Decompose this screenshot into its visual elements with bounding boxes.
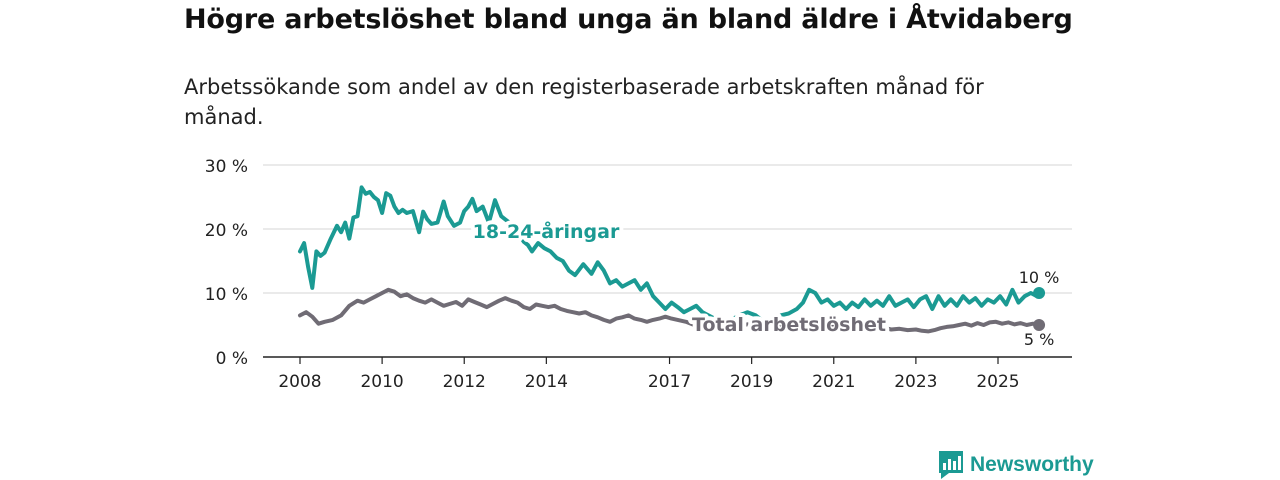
y-axis: 0 % 10 % 20 % 30 % xyxy=(205,157,248,369)
series-label-total-halo: Total arbetslöshet xyxy=(692,314,886,336)
x-tick-label: 2010 xyxy=(360,372,403,392)
series-label-total: Total arbetslöshet xyxy=(692,314,886,336)
chart-subtitle: Arbetssökande som andel av den registerb… xyxy=(184,75,984,129)
x-tick-label: 2021 xyxy=(812,372,855,392)
end-point-youth xyxy=(1033,287,1046,299)
x-tick-label: 2014 xyxy=(525,372,568,392)
newsworthy-logo-text: Newsworthy xyxy=(970,453,1094,476)
series-label-youth: 18-24-åringar xyxy=(473,219,620,243)
x-tick-label: 2008 xyxy=(278,372,321,392)
y-tick-label: 10 % xyxy=(205,285,248,305)
x-axis: 2008 2010 2012 2014 2017 2019 2021 2023 2025 xyxy=(263,356,1072,392)
x-tick-label: 2025 xyxy=(976,372,1019,392)
y-tick-label: 20 % xyxy=(205,221,248,241)
chart-title: Högre arbetslöshet bland unga än bland ä… xyxy=(184,4,1073,35)
gridlines xyxy=(263,164,1072,294)
end-label-total: 5 % xyxy=(1024,330,1054,349)
end-label-youth: 10 % xyxy=(1019,268,1060,287)
y-tick-label: 30 % xyxy=(205,157,248,177)
x-tick-label: 2012 xyxy=(443,372,486,392)
x-tick-label: 2023 xyxy=(894,372,937,392)
series-label-youth-halo: 18-24-åringar xyxy=(473,219,620,243)
x-tick-label: 2019 xyxy=(730,372,773,392)
series-line-total xyxy=(298,287,1042,334)
newsworthy-logo-icon xyxy=(939,451,963,479)
y-tick-label: 0 % xyxy=(216,349,248,369)
end-point-total xyxy=(1033,319,1046,331)
newsworthy-logo: Newsworthy xyxy=(938,450,1094,480)
series-group xyxy=(298,185,1046,334)
series-line-youth xyxy=(298,185,1042,324)
x-tick-label: 2017 xyxy=(648,372,691,392)
